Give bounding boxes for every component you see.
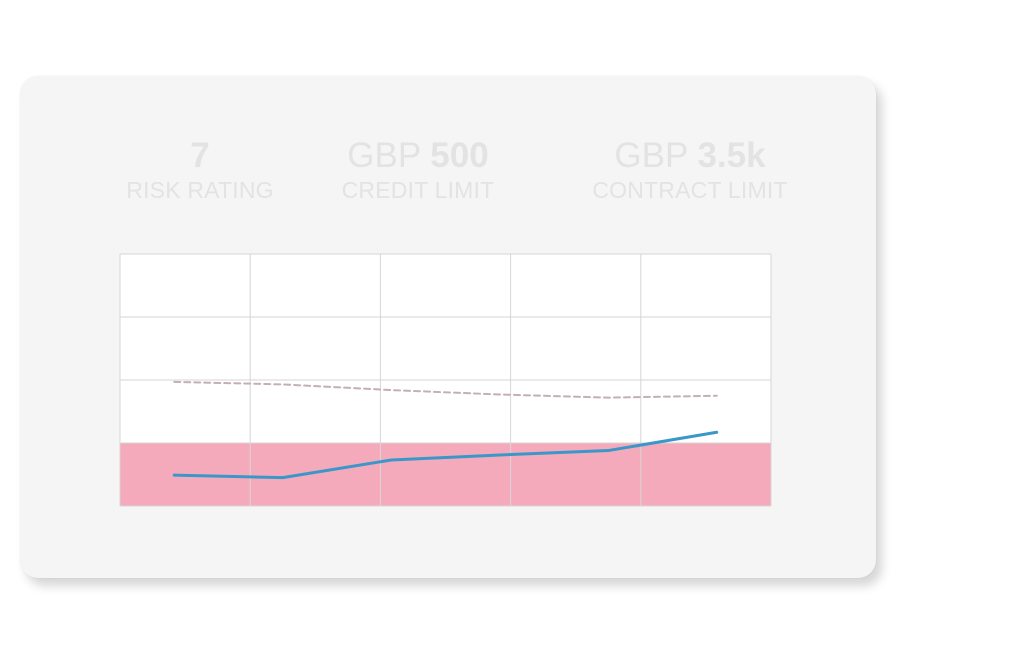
risk-rating-stat: 7 RISK RATING — [100, 136, 300, 204]
credit-limit-label: CREDIT LIMIT — [341, 177, 495, 203]
threshold-band — [120, 443, 771, 506]
contract-limit-value: GBP 3.5k — [614, 136, 766, 175]
credit-limit-value: GBP 500 — [347, 136, 489, 175]
risk-rating-value: 7 — [190, 136, 210, 175]
dashed-series-line — [173, 380, 718, 399]
credit-limit-stat: GBP 500 CREDIT LIMIT — [316, 136, 520, 204]
solid-series-line — [172, 430, 719, 480]
risk-rating-label: RISK RATING — [126, 177, 274, 203]
contract-limit-label: CONTRACT LIMIT — [592, 177, 788, 203]
contract-limit-stat: GBP 3.5k CONTRACT LIMIT — [540, 136, 840, 204]
